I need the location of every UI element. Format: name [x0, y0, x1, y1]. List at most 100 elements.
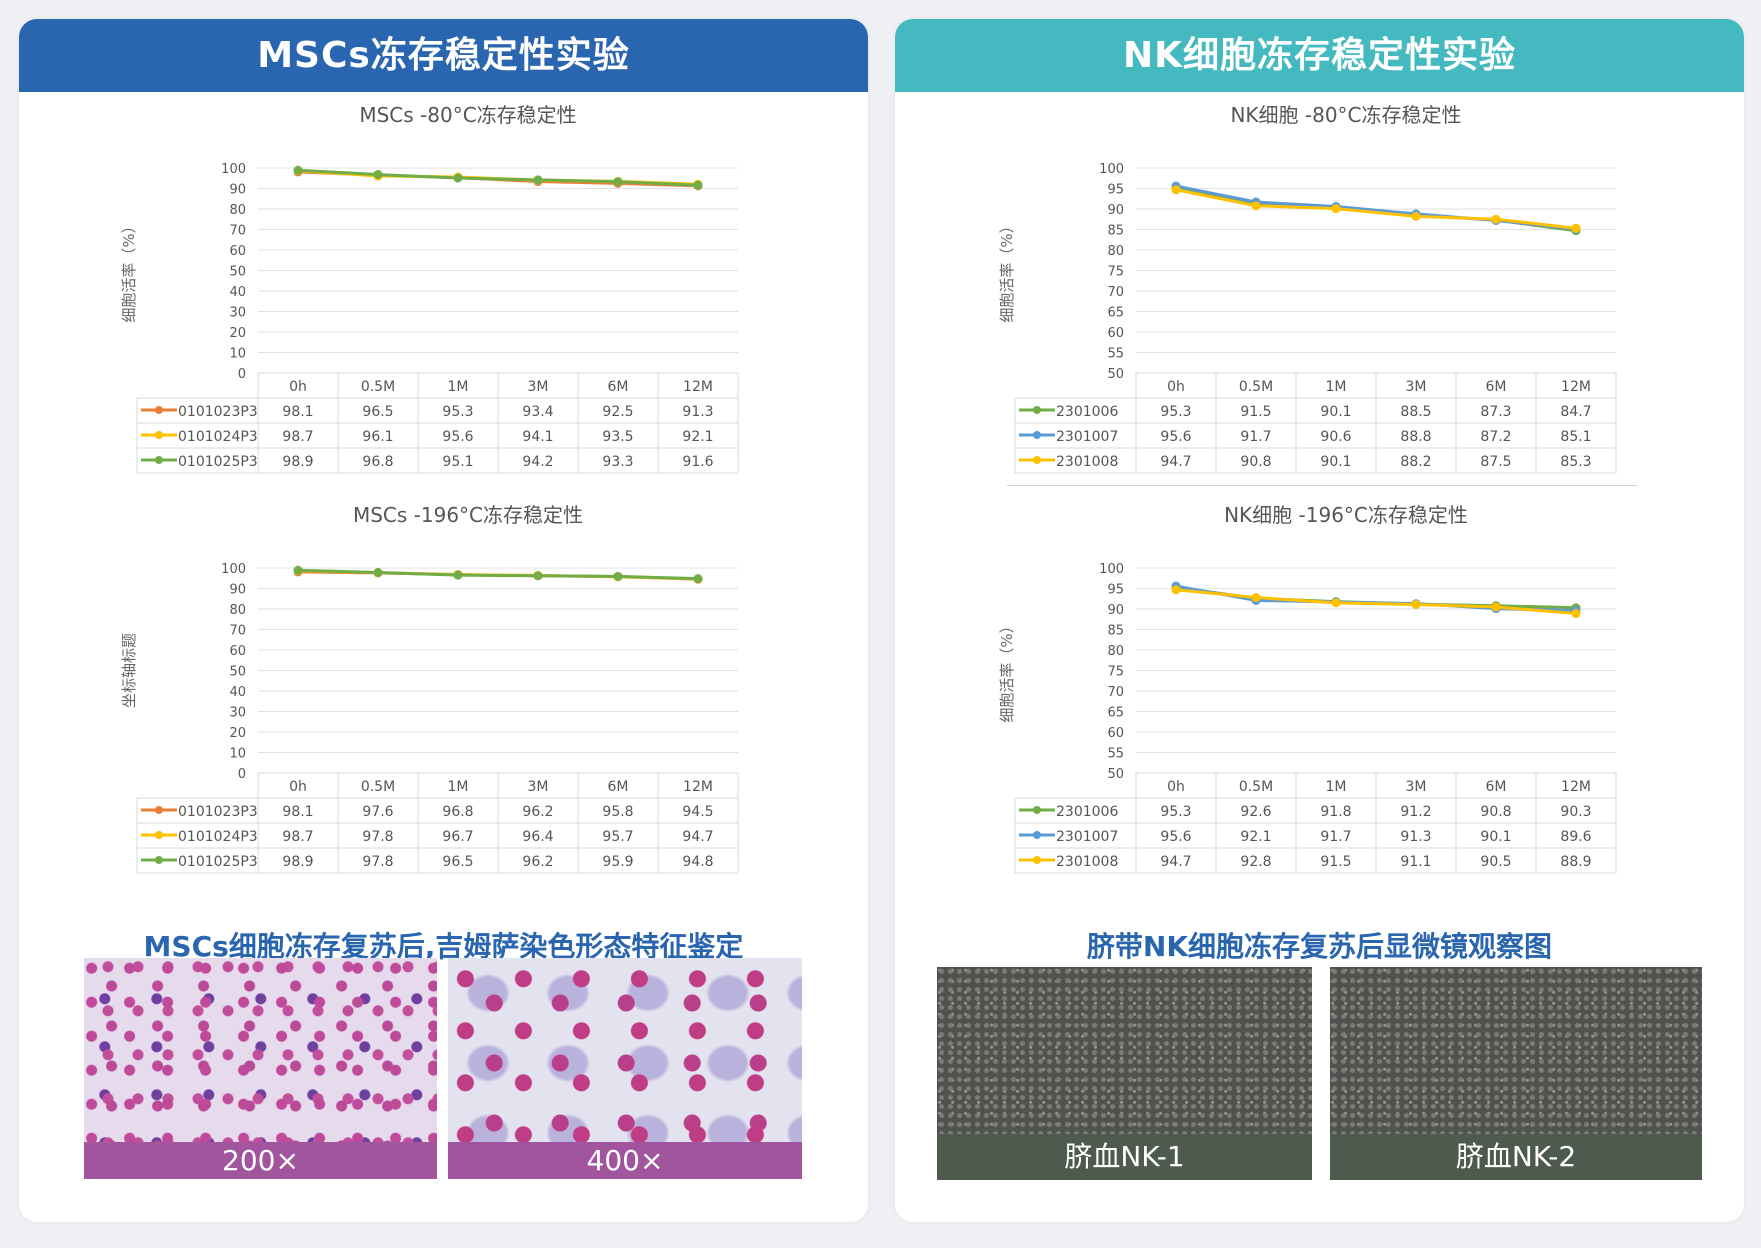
data-point: [1331, 204, 1341, 214]
legend-label: 2301008: [1056, 454, 1118, 470]
y-tick-label: 0: [238, 367, 246, 382]
data-point: [613, 571, 623, 581]
data-point: [453, 570, 463, 580]
chart-title: MSCs -196°C冻存稳定性: [353, 503, 583, 527]
data-point: [293, 565, 303, 575]
table-cell-value: 91.8: [1320, 804, 1351, 820]
table-cell-value: 92.1: [1240, 829, 1271, 845]
table-cell-value: 95.9: [602, 854, 633, 870]
x-tick-label: 12M: [683, 779, 713, 795]
x-tick-label: 3M: [528, 379, 549, 395]
table-cell-value: 95.8: [602, 804, 633, 820]
y-tick-label: 10: [229, 347, 246, 362]
x-tick-label: 0.5M: [361, 379, 395, 395]
x-tick-label: 6M: [608, 379, 629, 395]
legend-label: 0101025P3: [178, 854, 258, 870]
x-tick-label: 12M: [1561, 379, 1591, 395]
table-cell-value: 87.3: [1480, 404, 1511, 420]
data-point: [533, 175, 543, 185]
table-cell-value: 90.6: [1320, 429, 1351, 445]
x-tick-label: 3M: [1406, 779, 1427, 795]
y-tick-label: 75: [1107, 265, 1124, 280]
data-point: [1171, 585, 1181, 595]
y-tick-label: 80: [229, 203, 246, 218]
series-line-2301008: [1175, 188, 1577, 230]
table-cell-value: 91.6: [682, 454, 713, 470]
data-point: [693, 574, 703, 584]
table-cell-value: 92.1: [682, 429, 713, 445]
table-cell-value: 88.5: [1400, 404, 1431, 420]
table-cell-value: 93.3: [602, 454, 633, 470]
y-tick-label: 50: [229, 665, 246, 680]
legend-marker: [155, 431, 163, 439]
data-point: [1251, 201, 1261, 211]
giemsa-stain-photo: [448, 958, 802, 1142]
table-cell-value: 92.5: [602, 404, 633, 420]
series-line-2301008: [1175, 588, 1577, 616]
table-cell-value: 84.7: [1560, 404, 1591, 420]
table-cell-value: 94.7: [1160, 854, 1191, 870]
table-cell-value: 96.4: [522, 829, 553, 845]
divider: [1007, 485, 1637, 486]
legend-label: 2301006: [1056, 404, 1118, 420]
x-tick-label: 0h: [1167, 779, 1185, 795]
table-cell-value: 91.5: [1240, 404, 1271, 420]
data-point: [1251, 593, 1261, 603]
x-tick-label: 0.5M: [1239, 379, 1273, 395]
chart-title: MSCs -80°C冻存稳定性: [359, 103, 576, 127]
table-cell-value: 94.5: [682, 804, 713, 820]
table-cell-value: 95.7: [602, 829, 633, 845]
y-tick-label: 85: [1107, 224, 1124, 239]
y-tick-label: 65: [1107, 706, 1124, 721]
y-tick-label: 50: [1107, 367, 1124, 382]
x-tick-label: 0h: [1167, 379, 1185, 395]
table-cell-value: 90.5: [1480, 854, 1511, 870]
x-tick-label: 12M: [1561, 779, 1591, 795]
y-axis-label: 细胞活率（%）: [998, 618, 1016, 722]
table-cell-value: 96.8: [362, 454, 393, 470]
table-cell-value: 90.8: [1480, 804, 1511, 820]
y-tick-label: 60: [1107, 726, 1124, 741]
y-tick-label: 40: [229, 685, 246, 700]
data-point: [1331, 598, 1341, 608]
data-point: [453, 173, 463, 183]
y-axis-label: 细胞活率（%）: [998, 218, 1016, 322]
table-cell-value: 98.9: [282, 854, 313, 870]
table-cell-value: 94.2: [522, 454, 553, 470]
nk-image-2: 脐血NK-2: [1330, 967, 1702, 1180]
table-cell-value: 89.6: [1560, 829, 1591, 845]
legend-marker: [155, 806, 163, 814]
data-point: [693, 180, 703, 190]
table-cell-value: 91.1: [1400, 854, 1431, 870]
table-cell-value: 90.1: [1320, 404, 1351, 420]
chart-title: NK细胞 -80°C冻存稳定性: [1230, 103, 1461, 127]
x-tick-label: 0.5M: [1239, 779, 1273, 795]
legend-label: 0101024P3: [178, 429, 258, 445]
data-point: [1171, 185, 1181, 195]
y-tick-label: 60: [229, 644, 246, 659]
table-cell-value: 95.6: [1160, 829, 1191, 845]
y-tick-label: 0: [238, 767, 246, 782]
mscs-image-400x: 400×: [448, 958, 802, 1179]
x-tick-label: 0.5M: [361, 779, 395, 795]
y-tick-label: 50: [1107, 767, 1124, 782]
microscope-photo: [937, 967, 1312, 1134]
image-label: 200×: [84, 1142, 437, 1179]
table-cell-value: 94.8: [682, 854, 713, 870]
y-tick-label: 100: [221, 562, 246, 577]
y-tick-label: 30: [229, 306, 246, 321]
image-label: 脐血NK-1: [937, 1134, 1312, 1180]
table-cell-value: 95.1: [442, 454, 473, 470]
y-tick-label: 50: [229, 265, 246, 280]
y-tick-label: 80: [1107, 244, 1124, 259]
data-point: [1411, 599, 1421, 609]
x-tick-label: 0h: [289, 779, 307, 795]
x-tick-label: 1M: [1326, 379, 1347, 395]
table-cell-value: 97.8: [362, 829, 393, 845]
legend-label: 0101023P3: [178, 804, 258, 820]
legend-label: 2301008: [1056, 854, 1118, 870]
microscope-photo: [1330, 967, 1702, 1134]
x-tick-label: 1M: [1326, 779, 1347, 795]
table-cell-value: 98.1: [282, 404, 313, 420]
